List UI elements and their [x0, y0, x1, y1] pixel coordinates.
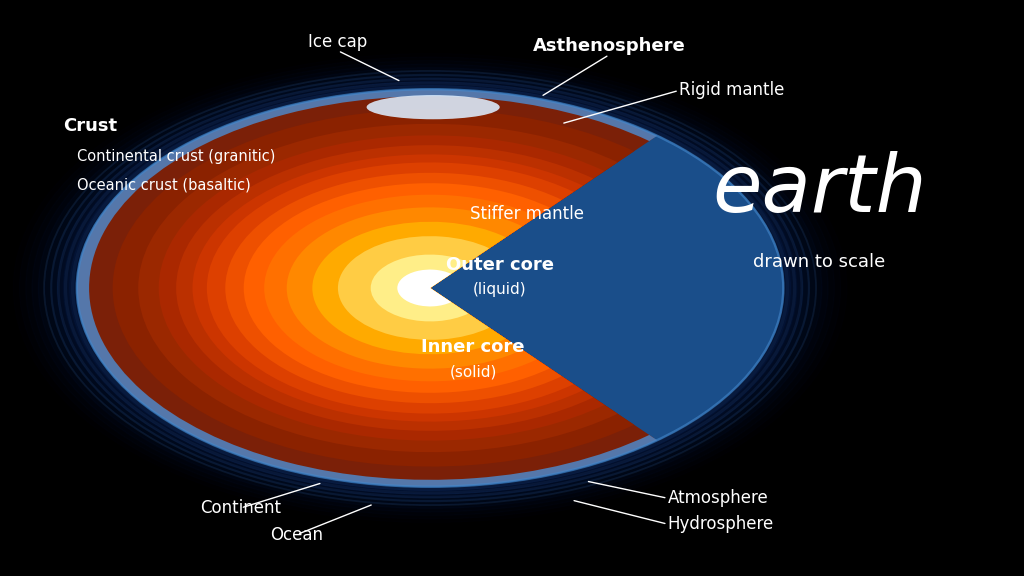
Wedge shape — [207, 162, 573, 414]
Wedge shape — [244, 183, 550, 393]
Wedge shape — [138, 124, 617, 452]
Text: Crust: Crust — [63, 116, 118, 135]
Ellipse shape — [212, 228, 310, 302]
Text: Asthenosphere: Asthenosphere — [532, 37, 686, 55]
Wedge shape — [225, 173, 562, 403]
Text: Stiffer mantle: Stiffer mantle — [470, 205, 585, 223]
Text: Hydrosphere: Hydrosphere — [668, 515, 774, 533]
Text: Continental crust (granitic): Continental crust (granitic) — [77, 149, 275, 164]
Wedge shape — [113, 109, 634, 467]
Circle shape — [77, 89, 783, 487]
Text: Ice cap: Ice cap — [308, 33, 368, 51]
Wedge shape — [159, 135, 604, 441]
Ellipse shape — [308, 410, 398, 445]
Text: Continent: Continent — [200, 499, 282, 517]
Text: Oceanic crust (basaltic): Oceanic crust (basaltic) — [77, 178, 251, 193]
Ellipse shape — [209, 291, 340, 337]
Text: (liquid): (liquid) — [473, 282, 526, 297]
Wedge shape — [176, 145, 593, 431]
Text: Ocean: Ocean — [270, 525, 324, 544]
Text: (solid): (solid) — [450, 364, 497, 379]
Ellipse shape — [157, 296, 249, 328]
Text: earth: earth — [712, 151, 927, 229]
Ellipse shape — [136, 234, 208, 286]
Ellipse shape — [334, 397, 485, 442]
Text: drawn to scale: drawn to scale — [753, 253, 886, 271]
Wedge shape — [264, 195, 537, 381]
Wedge shape — [193, 154, 583, 422]
Ellipse shape — [160, 202, 246, 238]
Wedge shape — [338, 236, 489, 340]
Wedge shape — [82, 92, 654, 484]
Wedge shape — [397, 270, 452, 306]
Wedge shape — [371, 255, 468, 321]
Wedge shape — [77, 89, 657, 487]
Ellipse shape — [367, 95, 500, 119]
Text: Atmosphere: Atmosphere — [668, 489, 768, 507]
Text: Inner core: Inner core — [421, 338, 525, 356]
Text: Outer core: Outer core — [445, 256, 554, 274]
Ellipse shape — [239, 169, 345, 217]
Text: Rigid mantle: Rigid mantle — [679, 81, 784, 100]
Ellipse shape — [413, 406, 525, 438]
Wedge shape — [287, 207, 522, 369]
Wedge shape — [312, 222, 506, 354]
Ellipse shape — [278, 345, 347, 383]
